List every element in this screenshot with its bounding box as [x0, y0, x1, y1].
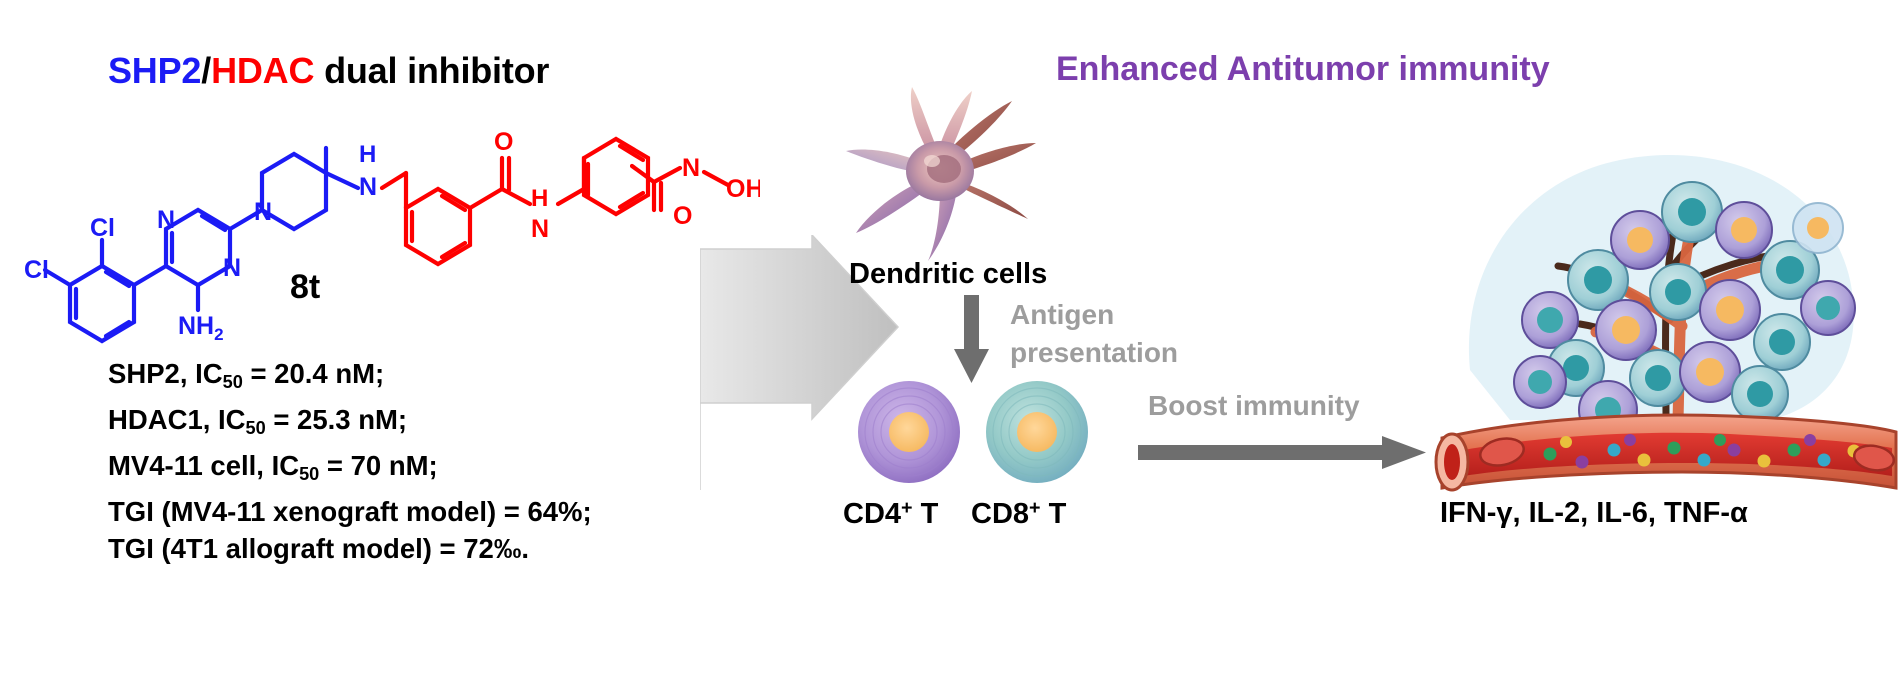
immune-cell-cluster	[1513, 181, 1856, 440]
transition-arrow	[699, 233, 900, 500]
data-row-mv411-cell: MV4-11 cell, IC50 = 70 nM;	[108, 450, 438, 485]
cl-1-label: Cl	[24, 256, 49, 284]
tumor-art-svg	[1434, 154, 1898, 492]
oh-hydroxamate-label: OH	[726, 175, 760, 203]
chemical-structure-8t: Cl Cl N N NH2 N H N O H N	[10, 100, 710, 350]
cd8-t-cell-illustration	[983, 378, 1091, 486]
o-amide-label: O	[494, 128, 513, 156]
left-panel-title: SHP2/HDAC dual inhibitor	[108, 50, 549, 92]
hydroxamate-labels: O H N OH	[673, 125, 764, 230]
title-hdac: HDAC	[211, 50, 315, 91]
cd4-t-cell-svg	[858, 381, 960, 483]
data-row-tgi-xenograft: TGI (MV4-11 xenograft model) = 64%;	[108, 496, 592, 528]
blood-vessel	[1434, 413, 1898, 492]
cd4-t-cell-label: CD4+ T	[843, 497, 939, 530]
cl-2-label: Cl	[90, 214, 115, 242]
title-rest: dual inhibitor	[314, 50, 550, 91]
nh-amine-h-label: H	[359, 141, 376, 168]
atom-label-group: Cl Cl N N NH2 N H N O H N	[24, 128, 549, 344]
dendritic-cells-label: Dendritic cells	[849, 258, 1048, 290]
red-fragment	[379, 155, 587, 267]
cytokines-label: IFN-γ, IL-2, IL-6, TNF-α	[1440, 497, 1748, 529]
o-hydroxamate-label: O	[673, 202, 692, 230]
n-pyrazine-1-label: N	[157, 206, 175, 234]
structure-svg: Cl Cl N N NH2 N H N O H N	[24, 128, 651, 344]
boost-immunity-label: Boost immunity	[1148, 390, 1360, 421]
nh-amide-h-label: H	[531, 185, 548, 212]
data-row-hdac1: HDAC1, IC50 = 25.3 nM;	[108, 404, 408, 439]
activity-data-block: SHP2, IC50 = 20.4 nM; HDAC1, IC50 = 25.3…	[108, 355, 592, 567]
nh-amine-n-label: N	[359, 173, 377, 201]
nh-amide-n-label: N	[531, 215, 549, 243]
red-blood-cells	[1479, 437, 1896, 472]
red-fragment-2	[581, 136, 651, 217]
cd8-t-cell-label: CD8+ T	[971, 497, 1067, 530]
title-shp2: SHP2	[108, 50, 202, 91]
dendritic-cell-svg	[846, 87, 1036, 261]
data-row-tgi-allograft: TGI (4T1 allograft model) = 72‰.	[108, 533, 529, 565]
antigen-line-2: presentation	[1010, 337, 1179, 368]
cytokine-particles	[1543, 434, 1861, 469]
hydroxamate-bonds	[629, 163, 731, 213]
compound-label-8t: 8t	[290, 268, 321, 306]
antigen-presentation-arrow	[952, 295, 992, 385]
boost-immunity-arrow	[1138, 435, 1428, 471]
nh-hydroxamate-n-label: N	[682, 154, 700, 182]
antigen-arrow-svg	[954, 295, 989, 383]
dendritic-cell-illustration	[820, 85, 1080, 270]
n-piperidine-label: N	[254, 198, 272, 226]
right-panel-title: Enhanced Antitumor immunity	[1056, 50, 1550, 88]
transition-arrow-svg	[699, 233, 900, 490]
title-slash: /	[201, 50, 212, 91]
antigen-presentation-label: Antigen presentation	[1010, 296, 1178, 372]
cd8-t-cell-svg	[986, 381, 1088, 483]
nh2-label: NH2	[178, 312, 224, 344]
antigen-line-1: Antigen	[1010, 299, 1115, 330]
tumor-microenvironment-illustration	[1430, 120, 1898, 500]
dendrite-arms	[846, 87, 1036, 261]
data-row-shp2: SHP2, IC50 = 20.4 nM;	[108, 358, 385, 393]
cd4-t-cell-illustration	[855, 378, 963, 486]
blue-fragment	[42, 145, 361, 344]
n-pyrazine-2-label: N	[223, 254, 241, 282]
boost-arrow-svg	[1138, 436, 1426, 469]
